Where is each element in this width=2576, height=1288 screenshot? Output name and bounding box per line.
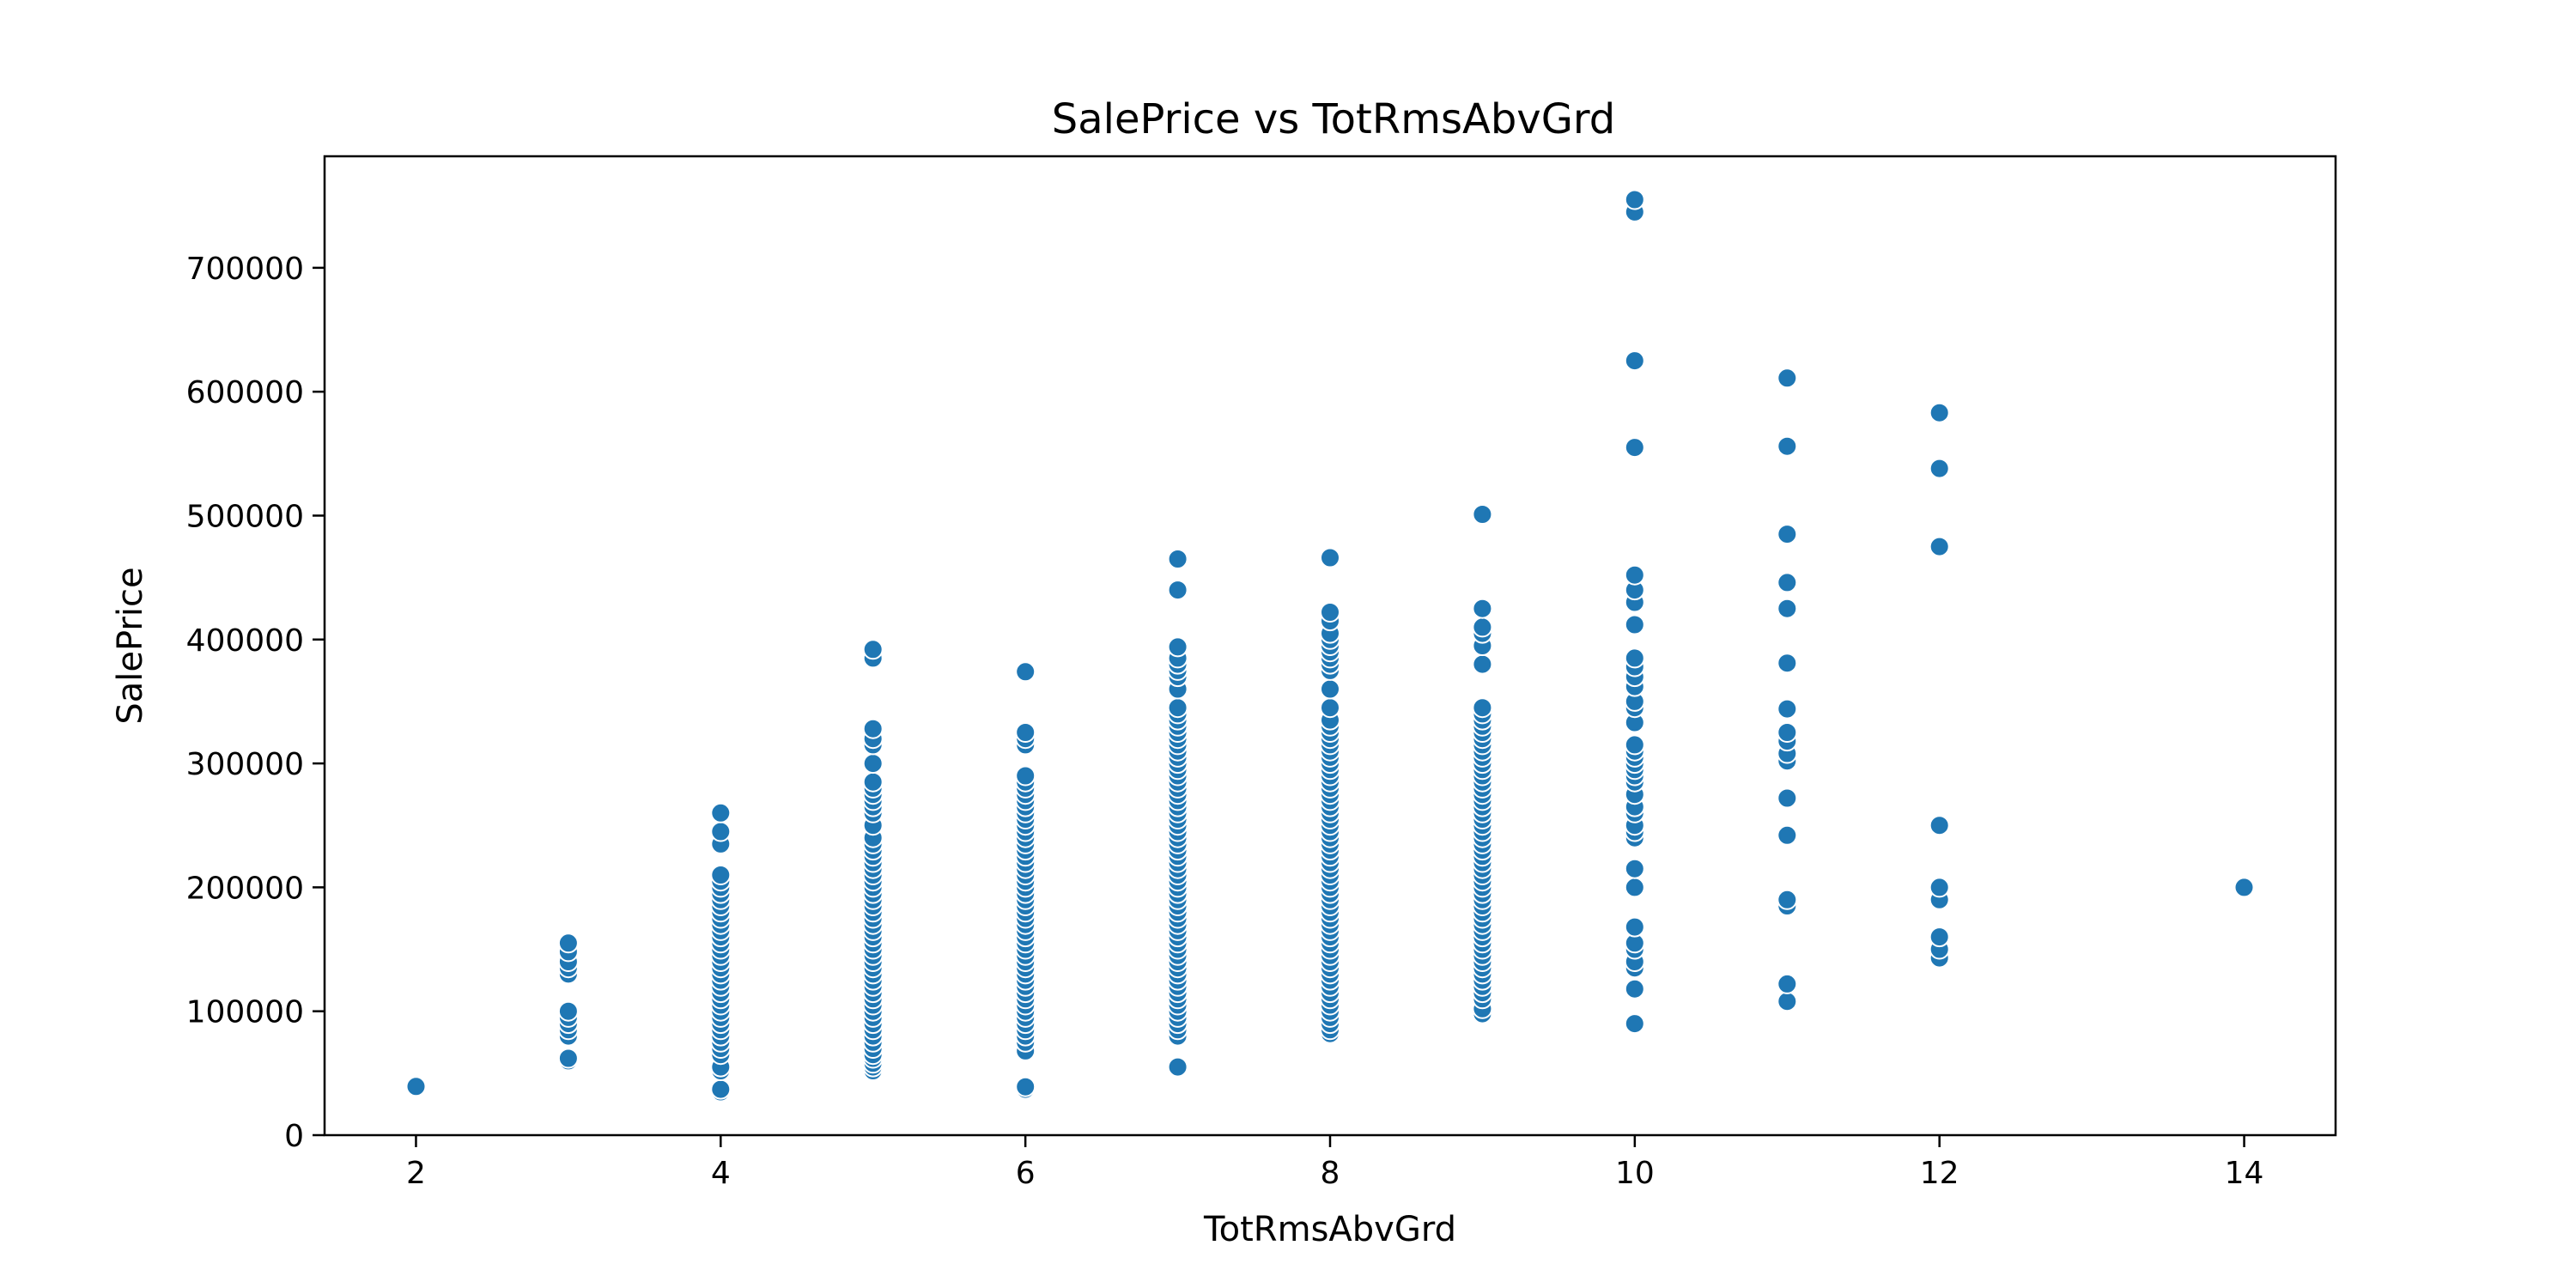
data-point bbox=[405, 1076, 427, 1097]
data-point bbox=[1777, 598, 1798, 619]
data-point bbox=[1015, 1076, 1036, 1097]
data-point bbox=[1472, 697, 1493, 719]
chart-title: SalePrice vs TotRmsAbvGrd bbox=[1052, 95, 1616, 143]
data-point bbox=[1167, 697, 1188, 719]
data-point bbox=[1929, 458, 1950, 479]
data-point bbox=[710, 802, 732, 823]
x-tick-label: 4 bbox=[711, 1156, 731, 1191]
data-point bbox=[1624, 614, 1645, 635]
data-point bbox=[1777, 368, 1798, 389]
y-tick-label: 200000 bbox=[186, 871, 304, 906]
data-point bbox=[1624, 647, 1645, 669]
data-point bbox=[1929, 402, 1950, 423]
data-point bbox=[1777, 787, 1798, 809]
x-tick-label: 6 bbox=[1016, 1156, 1036, 1191]
data-point bbox=[1472, 598, 1493, 619]
data-point bbox=[1015, 722, 1036, 743]
data-point bbox=[1929, 815, 1950, 836]
data-point bbox=[1320, 678, 1340, 700]
x-tick-label: 14 bbox=[2225, 1156, 2264, 1191]
data-point bbox=[1167, 636, 1188, 658]
data-point bbox=[1624, 858, 1645, 879]
y-tick-label: 400000 bbox=[186, 623, 304, 659]
data-point bbox=[1777, 698, 1798, 720]
data-point bbox=[1777, 889, 1798, 910]
data-point bbox=[862, 753, 884, 775]
y-tick-label: 500000 bbox=[186, 499, 304, 534]
data-point bbox=[1320, 602, 1340, 623]
data-point bbox=[1777, 524, 1798, 545]
y-axis: 0 100000 200000 300000 400000 500000 600000 700… bbox=[186, 252, 325, 1154]
data-point bbox=[1472, 653, 1493, 675]
data-point bbox=[1015, 765, 1036, 787]
plot-frame bbox=[323, 155, 2337, 1137]
data-point bbox=[710, 1078, 732, 1100]
x-tick-label: 12 bbox=[1920, 1156, 1959, 1191]
data-point bbox=[1777, 991, 1798, 1012]
data-point bbox=[1320, 697, 1340, 719]
y-tick-label: 300000 bbox=[186, 747, 304, 782]
data-point bbox=[1624, 350, 1645, 372]
data-point bbox=[1167, 549, 1188, 569]
data-point bbox=[1472, 504, 1493, 525]
data-point bbox=[1777, 722, 1798, 743]
data-point bbox=[1015, 661, 1036, 683]
data-point bbox=[1472, 617, 1493, 638]
y-tick-label: 600000 bbox=[186, 375, 304, 410]
x-axis: 2 4 6 8 10 12 14 bbox=[406, 1135, 2263, 1191]
data-point bbox=[1167, 1056, 1188, 1078]
data-point bbox=[1167, 580, 1188, 601]
x-axis-label: TotRmsAbvGrd bbox=[1203, 1210, 1456, 1249]
x-tick-label: 10 bbox=[1615, 1156, 1655, 1191]
data-point bbox=[557, 933, 579, 954]
data-point bbox=[1777, 572, 1798, 593]
data-point bbox=[557, 1000, 579, 1022]
data-point bbox=[1624, 437, 1645, 459]
data-point bbox=[710, 865, 732, 885]
data-point bbox=[1320, 547, 1340, 568]
data-point bbox=[1929, 536, 1950, 557]
y-tick-label: 700000 bbox=[186, 252, 304, 287]
scatter-points bbox=[405, 189, 2255, 1103]
y-tick-label: 0 bbox=[284, 1119, 304, 1154]
data-point bbox=[1929, 877, 1950, 898]
data-point bbox=[1624, 877, 1645, 898]
data-point bbox=[1624, 1013, 1645, 1035]
data-point bbox=[557, 1048, 579, 1069]
data-point bbox=[1777, 973, 1798, 994]
x-tick-label: 8 bbox=[1321, 1156, 1340, 1191]
data-point bbox=[862, 771, 884, 793]
data-point bbox=[1777, 653, 1798, 674]
data-point bbox=[1777, 435, 1798, 457]
x-tick-label: 2 bbox=[406, 1156, 426, 1191]
data-point bbox=[1624, 564, 1645, 586]
data-point bbox=[1624, 916, 1645, 938]
y-tick-label: 100000 bbox=[186, 995, 304, 1030]
data-point bbox=[1624, 734, 1645, 756]
data-point bbox=[862, 718, 884, 739]
data-point bbox=[1624, 978, 1645, 999]
data-point bbox=[1624, 189, 1645, 210]
data-point bbox=[1777, 824, 1798, 846]
y-axis-label: SalePrice bbox=[111, 567, 150, 724]
data-point bbox=[2233, 877, 2255, 898]
data-point bbox=[1929, 927, 1950, 948]
data-point bbox=[862, 639, 884, 660]
data-point bbox=[710, 821, 732, 842]
